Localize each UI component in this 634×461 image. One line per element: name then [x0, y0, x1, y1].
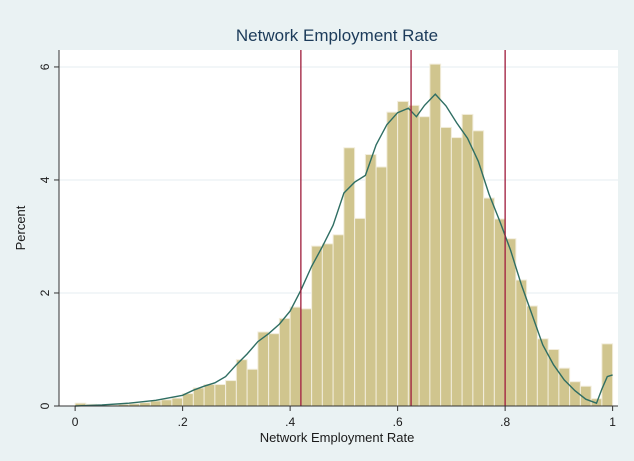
histogram-bar [364, 154, 377, 407]
histogram-bar [526, 305, 538, 407]
histogram-bar [300, 308, 313, 407]
y-tick-label: 0 [38, 402, 52, 409]
x-tick-label: .4 [285, 415, 295, 429]
histogram-bar [311, 245, 323, 407]
histogram-bar [182, 393, 194, 407]
histogram-bar [268, 333, 280, 407]
histogram-bar [160, 399, 173, 407]
x-tick-label: 0 [72, 415, 79, 429]
histogram-bar [343, 147, 356, 407]
histogram-bar [440, 126, 452, 407]
histogram-bar [225, 380, 237, 407]
histogram-bars [74, 63, 614, 407]
y-tick-label: 2 [38, 289, 52, 296]
histogram-bar [257, 331, 270, 407]
histogram-bar [354, 217, 366, 407]
histogram-bar [278, 317, 291, 407]
x-tick-label: .6 [393, 415, 403, 429]
histogram-bar [515, 279, 528, 407]
histogram-bar [203, 384, 216, 407]
histogram-bar [407, 104, 420, 407]
histogram-bar [289, 306, 302, 407]
histogram-bar [418, 116, 431, 407]
histogram-bar [375, 166, 388, 407]
histogram-bar [214, 384, 227, 407]
histogram-bar [536, 338, 549, 407]
histogram-bar [321, 243, 334, 407]
x-tick-label: .2 [178, 415, 188, 429]
histogram-bar [139, 402, 151, 407]
histogram-bar [171, 397, 184, 407]
histogram-bar [483, 197, 495, 407]
density-curve-layer [75, 93, 613, 407]
y-axis-label: Percent [13, 205, 28, 250]
histogram-bar [386, 111, 399, 407]
histogram-bar [235, 359, 248, 407]
reference-lines [300, 50, 506, 406]
histogram-bar [461, 113, 474, 407]
histogram-bar [149, 400, 162, 407]
histogram-bar [192, 387, 205, 407]
histogram-bar [429, 63, 442, 407]
histogram-bar [450, 137, 463, 407]
ticks: 0 .2 .4 .6 .8 1 0 2 4 6 [38, 63, 616, 429]
chart-title: Network Employment Rate [236, 26, 438, 45]
histogram-bar [397, 100, 409, 407]
y-tick-label: 6 [38, 63, 52, 70]
y-tick-label: 4 [38, 176, 52, 183]
axes [58, 50, 618, 407]
x-axis-label: Network Employment Rate [260, 430, 415, 445]
density-curve [75, 93, 613, 407]
histogram-bar [332, 234, 345, 407]
x-tick-label: 1 [609, 415, 616, 429]
x-tick-label: .8 [500, 415, 510, 429]
histogram-bar [493, 218, 506, 407]
histogram-bar [246, 368, 259, 407]
